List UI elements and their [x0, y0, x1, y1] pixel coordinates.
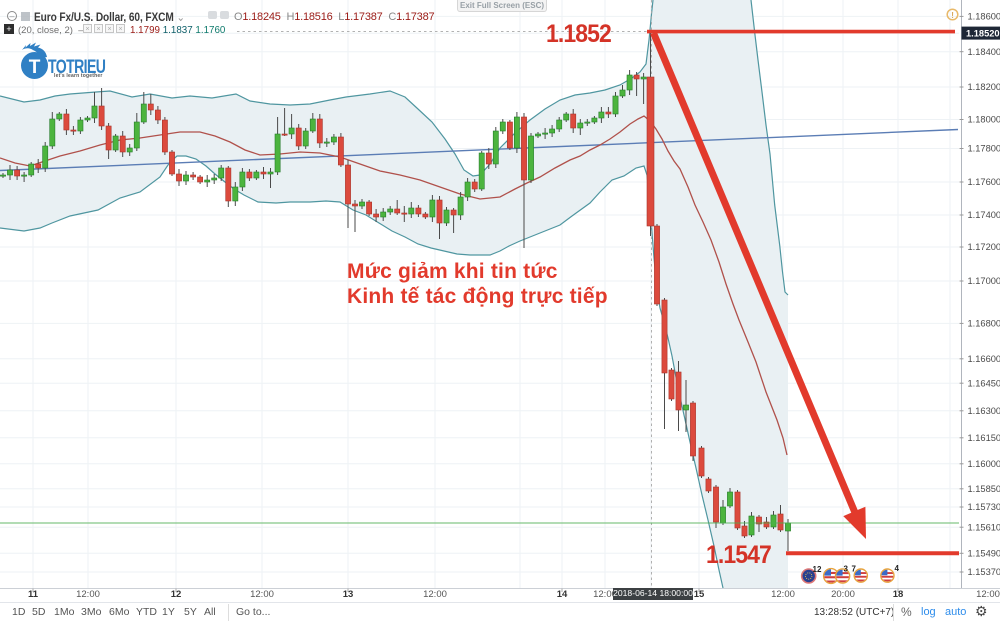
svg-text:1.17800: 1.17800: [968, 144, 1000, 154]
svg-text:3: 3: [844, 565, 849, 574]
svg-text:1.18400: 1.18400: [968, 47, 1000, 57]
svg-text:1.17000: 1.17000: [968, 276, 1000, 286]
svg-text:1.16800: 1.16800: [968, 319, 1000, 329]
svg-text:1.17400: 1.17400: [968, 210, 1000, 220]
svg-text:1.16450: 1.16450: [968, 378, 1000, 388]
svg-text:1.15730: 1.15730: [968, 502, 1000, 512]
svg-text:1.18520: 1.18520: [966, 29, 1000, 39]
svg-text:T: T: [29, 57, 41, 78]
svg-text:1.18000: 1.18000: [968, 115, 1000, 125]
svg-text:1.17200: 1.17200: [968, 242, 1000, 252]
svg-text:1.15490: 1.15490: [968, 549, 1000, 559]
svg-text:1.15610: 1.15610: [968, 522, 1000, 532]
svg-text:1.16150: 1.16150: [968, 433, 1000, 443]
svg-text:1.18200: 1.18200: [968, 82, 1000, 92]
svg-text:1.16600: 1.16600: [968, 354, 1000, 364]
svg-text:1.15370: 1.15370: [968, 567, 1000, 577]
svg-text:1.17600: 1.17600: [968, 177, 1000, 187]
svg-text:4: 4: [895, 564, 900, 573]
svg-text:1.18600: 1.18600: [968, 12, 1000, 22]
svg-text:1.16300: 1.16300: [968, 406, 1000, 416]
svg-text:1.15850: 1.15850: [968, 484, 1000, 494]
svg-text:1.16000: 1.16000: [968, 459, 1000, 469]
svg-text:7: 7: [852, 565, 857, 574]
svg-text:!: !: [951, 10, 954, 20]
svg-text:12: 12: [813, 565, 822, 574]
